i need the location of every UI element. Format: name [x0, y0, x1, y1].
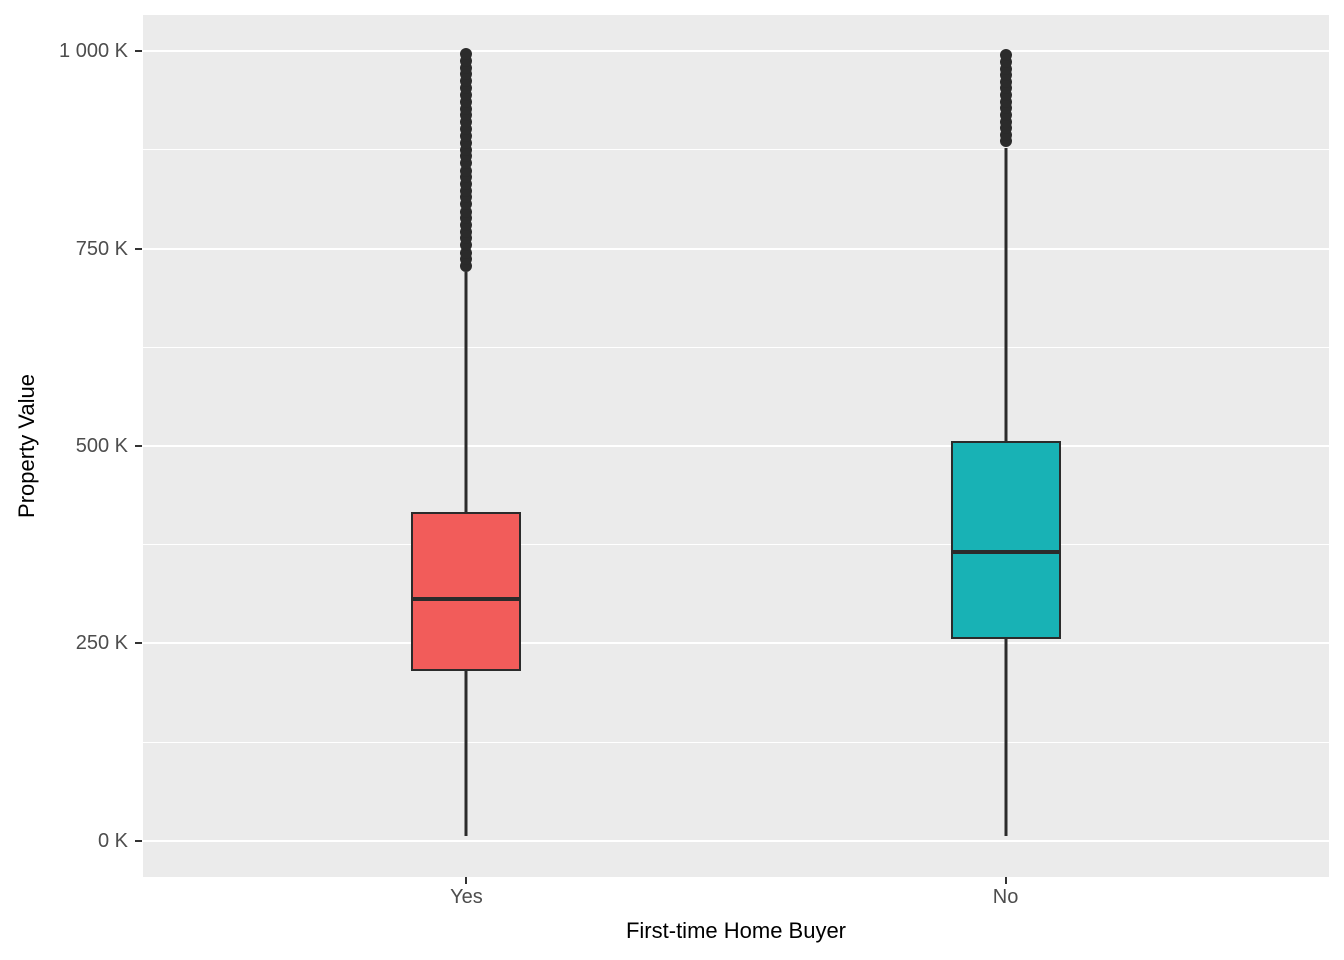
- boxplot-box-no: [950, 441, 1061, 639]
- y-tick-mark: [135, 642, 142, 645]
- gridline-minor: [143, 346, 1329, 348]
- x-tick-mark: [1004, 877, 1007, 884]
- y-tick-mark: [135, 247, 142, 250]
- x-axis-title: First-time Home Buyer: [625, 918, 847, 943]
- y-tick-label: 750 K: [75, 237, 128, 260]
- plot-panel: [143, 15, 1329, 877]
- gridline-minor: [143, 544, 1329, 546]
- y-tick-label: 1 000 K: [59, 40, 128, 63]
- gridline-major: [143, 839, 1329, 842]
- y-tick-mark: [135, 445, 142, 447]
- gridline-major: [143, 642, 1329, 645]
- gridline-major: [143, 247, 1329, 250]
- x-tick-mark: [465, 877, 468, 884]
- gridline-minor: [143, 741, 1329, 743]
- x-tick-label: No: [992, 886, 1019, 908]
- outlier-dot-no: [999, 49, 1012, 62]
- boxplot-upper-whisker-yes: [464, 272, 468, 512]
- boxplot-lower-whisker-no: [1004, 638, 1008, 836]
- y-tick-label: 500 K: [75, 435, 128, 457]
- gridline-major: [143, 50, 1329, 53]
- boxplot-lower-whisker-yes: [464, 670, 468, 836]
- y-tick-mark: [135, 839, 142, 842]
- y-tick-label: 250 K: [75, 632, 128, 655]
- outlier-dot-yes: [460, 48, 473, 61]
- boxplot-median-yes: [412, 597, 521, 602]
- y-tick-mark: [135, 50, 142, 53]
- gridline-minor: [143, 149, 1329, 151]
- boxplot-upper-whisker-no: [1004, 147, 1008, 442]
- y-tick-label: 0 K: [97, 829, 128, 852]
- x-tick-label: Yes: [450, 886, 483, 908]
- boxplot-box-yes: [411, 511, 522, 671]
- boxplot-median-no: [951, 549, 1060, 554]
- gridline-major: [143, 445, 1329, 447]
